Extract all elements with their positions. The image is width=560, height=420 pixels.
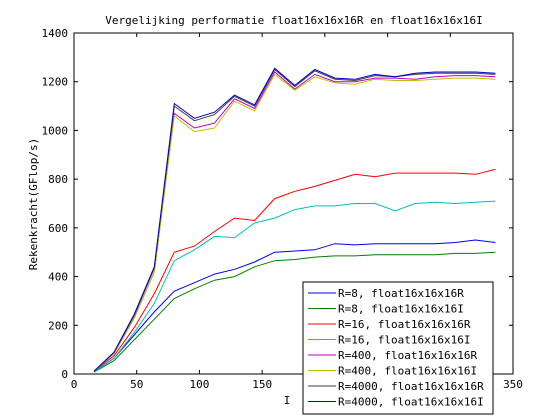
series-line-2 [93,168,496,372]
chart-title: Vergelijking performatie float16x16x16R … [105,14,483,27]
y-tick-label: 1200 [42,76,69,89]
legend-entry-label: R=16, float16x16x16R [338,318,471,331]
legend-entry-label: R=16, float16x16x16I [338,334,470,347]
x-tick-label: 0 [71,378,78,391]
plot-area-frame [73,32,514,375]
legend: R=8, float16x16x16R R=8, float16x16x16I R=… [302,281,494,415]
series-line-7 [93,67,496,372]
series-lines [93,67,496,373]
legend-entry-label: R=4000, float16x16x16I [338,396,484,409]
series-line-3 [93,200,496,373]
legend-entry-label: R=400, float16x16x16R [338,349,477,362]
y-tick-label: 1000 [42,124,69,137]
y-axis-label: Rekenkracht(GFlop/s) [27,138,40,270]
series-line-1 [93,251,496,373]
series-line-5 [93,73,496,372]
legend-entry-label: R=4000, float16x16x16R [338,380,484,393]
y-tick-label: 600 [48,222,68,235]
series-line-0 [93,239,496,373]
legend-entry-label: R=8, float16x16x16R [338,287,464,300]
y-tick-label: 400 [48,271,68,284]
x-tick-label: 50 [130,378,143,391]
x-axis-label: I [284,394,291,407]
legend-box [302,281,494,415]
y-tick-label: 800 [48,173,68,186]
y-tick-label: 200 [48,319,68,332]
legend-entry-label: R=400, float16x16x16I [338,365,477,378]
legend-entry-label: R=8, float16x16x16I [338,303,464,316]
y-tick-label: 1400 [42,27,69,40]
x-tick-label: 150 [252,378,272,391]
y-tick-label: 0 [61,368,68,381]
x-tick-label: 350 [503,378,523,391]
x-tick-label: 100 [189,378,209,391]
